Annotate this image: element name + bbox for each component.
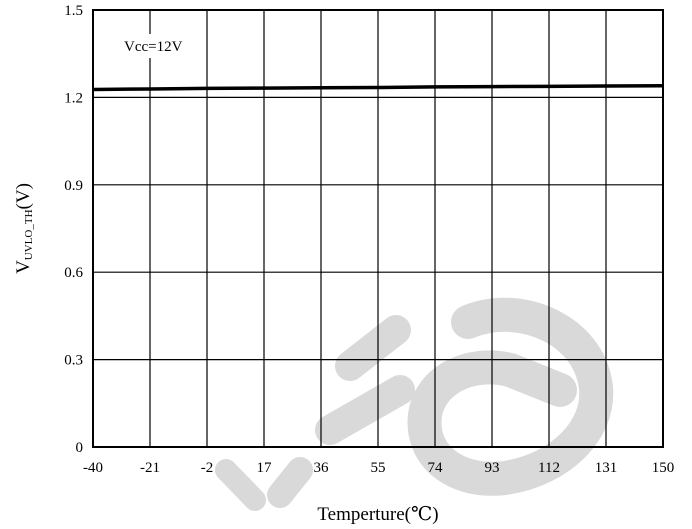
y-axis-title: VUVLO_TH(V) xyxy=(13,183,35,274)
x-tick-label: 93 xyxy=(485,460,500,476)
x-tick-label: -21 xyxy=(140,460,160,476)
x-tick-label: -40 xyxy=(83,460,103,476)
y-tick-labels: 0 0.3 0.6 0.9 1.2 1.5 xyxy=(64,3,83,456)
y-axis-title-unit: (V) xyxy=(13,183,34,209)
y-axis-title-subscript: UVLO_TH xyxy=(23,209,35,260)
x-tick-label: 17 xyxy=(257,460,273,476)
x-tick-label: 36 xyxy=(314,460,330,476)
y-tick-label: 0.3 xyxy=(64,353,83,369)
plot-frame xyxy=(92,9,664,448)
x-tick-label: 131 xyxy=(595,460,618,476)
x-tick-label: 74 xyxy=(428,460,444,476)
series-line xyxy=(92,83,664,92)
x-tick-labels: -40 -21 -2 17 36 55 74 93 112 131 150 xyxy=(83,460,674,476)
y-tick-label: 0 xyxy=(76,440,84,456)
x-tick-label: -2 xyxy=(201,460,214,476)
x-tick-label: 150 xyxy=(652,460,675,476)
y-tick-label: 1.5 xyxy=(64,3,83,19)
grid-lines xyxy=(92,9,664,448)
y-tick-label: 0.6 xyxy=(64,265,83,281)
y-tick-label: 0.9 xyxy=(64,178,83,194)
vcc-annotation: Vcc=12V xyxy=(124,39,183,55)
x-tick-label: 112 xyxy=(538,460,560,476)
series-layer xyxy=(92,83,664,92)
x-axis-title: Temperture(℃) xyxy=(317,504,438,525)
x-tick-label: 55 xyxy=(371,460,386,476)
annotation-background xyxy=(122,34,206,58)
y-tick-label: 1.2 xyxy=(64,90,83,106)
y-axis-title-main: V xyxy=(13,260,34,274)
